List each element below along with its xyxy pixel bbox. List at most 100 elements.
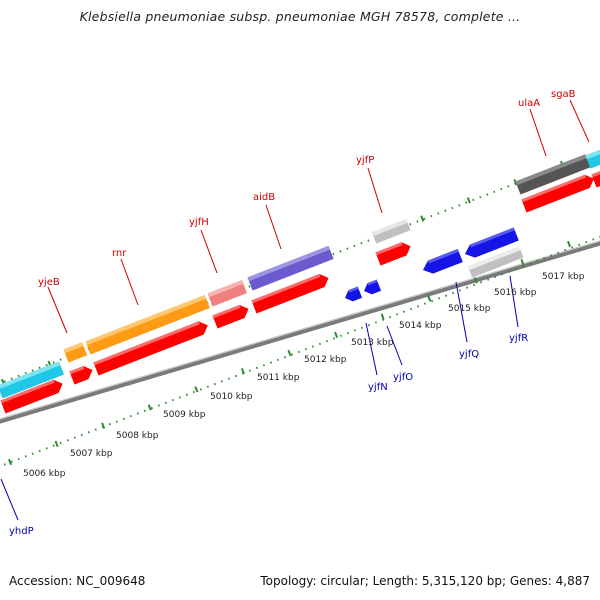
gene-label-yjfR[interactable]: yjfR bbox=[509, 333, 528, 344]
label-group-yjfH: yjfH bbox=[189, 217, 218, 274]
forward-arrow[interactable] bbox=[0, 377, 65, 414]
forward-arrow-body bbox=[93, 321, 208, 376]
forward-arrow[interactable] bbox=[69, 363, 95, 385]
kbp-label-5009: 5009 kbp bbox=[163, 410, 206, 420]
lower-major-tick bbox=[380, 313, 385, 320]
lower-major-tick bbox=[566, 240, 572, 248]
forward-arrow-body bbox=[0, 379, 63, 414]
lower-major-tick bbox=[520, 259, 525, 266]
backbone-line bbox=[0, 240, 600, 424]
reverse-arrow-yjfQ[interactable] bbox=[420, 248, 463, 277]
forward-arrow-highlight bbox=[251, 273, 321, 304]
upper-major-tick bbox=[466, 197, 471, 204]
leader-line-yjfR bbox=[509, 275, 519, 328]
cyan-gene-block-left[interactable] bbox=[0, 361, 65, 399]
kbp-label-5014: 5014 kbp bbox=[399, 321, 442, 331]
forward-arrow[interactable] bbox=[93, 319, 210, 376]
kbp-label-5013: 5013 kbp bbox=[351, 338, 394, 348]
kbp-label-5015: 5015 kbp bbox=[448, 304, 491, 314]
leader-line-ulaA bbox=[529, 108, 547, 157]
gene-label-ulaA[interactable]: ulaA bbox=[518, 98, 540, 109]
lower-major-ticks bbox=[7, 240, 572, 466]
leader-line-yjfN bbox=[365, 322, 378, 376]
orange-gene-block-small[interactable] bbox=[63, 342, 88, 363]
upper-major-tick bbox=[513, 179, 518, 186]
reverse-arrow-yjfN[interactable] bbox=[343, 286, 363, 304]
lower-major-tick bbox=[54, 440, 59, 447]
leader-line-yhdP bbox=[0, 478, 19, 521]
map-title: Klebsiella pneumoniae subsp. pneumoniae … bbox=[79, 9, 521, 24]
lower-major-tick bbox=[473, 277, 478, 284]
accession-text: Accession: NC_009648 bbox=[9, 574, 146, 588]
reverse-arrow-yjfO[interactable] bbox=[362, 279, 382, 297]
gene-label-yjfP[interactable]: yjfP bbox=[356, 155, 374, 166]
ulaA-gene-block[interactable] bbox=[515, 154, 591, 195]
label-group-ulaA: ulaA bbox=[518, 98, 547, 157]
lower-major-tick bbox=[101, 422, 106, 429]
label-group-rnr: rnr bbox=[112, 248, 139, 306]
rnr-gene-block[interactable] bbox=[85, 294, 210, 355]
aidB-gene-block[interactable] bbox=[247, 245, 334, 291]
forward-arrow-body bbox=[375, 242, 411, 266]
leader-line-rnr bbox=[120, 258, 139, 306]
lower-major-tick bbox=[287, 349, 292, 357]
gray-gene-block-lower[interactable] bbox=[467, 246, 524, 278]
forward-arrow-highlight bbox=[212, 304, 241, 319]
label-group-yhdP: yhdP bbox=[0, 478, 34, 537]
gene-label-yhdP[interactable]: yhdP bbox=[9, 526, 34, 537]
forward-arrow-highlight bbox=[93, 321, 200, 366]
forward-arrow-body bbox=[591, 169, 600, 188]
forward-arrow-body bbox=[521, 174, 594, 213]
yjfH-gene-block[interactable] bbox=[207, 280, 248, 307]
forward-arrow[interactable] bbox=[521, 172, 596, 213]
lower-major-tick bbox=[194, 386, 199, 393]
label-group-aidB: aidB bbox=[253, 192, 282, 250]
kbp-label-5016: 5016 kbp bbox=[494, 288, 537, 298]
leader-line-yjeB bbox=[47, 286, 68, 334]
label-group-sgaB: sgaB bbox=[551, 89, 590, 143]
yjfP-gray-block[interactable] bbox=[371, 218, 411, 244]
label-group-yjfO: yjfO bbox=[386, 325, 413, 383]
kbp-label-5011: 5011 kbp bbox=[257, 373, 300, 383]
lower-major-tick bbox=[334, 331, 339, 339]
upper-major-tick bbox=[420, 215, 425, 222]
gene-label-rnr[interactable]: rnr bbox=[112, 248, 127, 259]
kbp-label-5010: 5010 kbp bbox=[210, 392, 253, 402]
forward-arrow-body bbox=[212, 304, 249, 329]
lower-major-tick bbox=[427, 295, 432, 302]
forward-arrow[interactable] bbox=[591, 167, 600, 188]
label-group-yjfR: yjfR bbox=[509, 275, 528, 344]
label-group-yjeB: yjeB bbox=[38, 277, 68, 334]
gene-label-sgaB[interactable]: sgaB bbox=[551, 89, 576, 100]
forward-arrow-body bbox=[251, 273, 329, 314]
lower-major-tick bbox=[7, 458, 13, 466]
kbp-label-5012: 5012 kbp bbox=[304, 355, 347, 365]
lower-major-tick bbox=[240, 368, 245, 375]
gene-label-yjfQ[interactable]: yjfQ bbox=[459, 349, 479, 360]
reverse-arrow-yjfR[interactable] bbox=[462, 227, 519, 260]
gene-label-yjfO[interactable]: yjfO bbox=[393, 372, 413, 383]
kbp-label-5008: 5008 kbp bbox=[116, 431, 159, 441]
leader-line-sgaB bbox=[569, 99, 590, 143]
gene-label-yjeB[interactable]: yjeB bbox=[38, 277, 60, 288]
kbp-label-5007: 5007 kbp bbox=[70, 449, 113, 459]
gene-label-aidB[interactable]: aidB bbox=[253, 192, 275, 203]
label-group-yjfP: yjfP bbox=[356, 155, 383, 214]
forward-arrow-highlight bbox=[69, 366, 85, 375]
leader-line-yjfQ bbox=[455, 281, 468, 343]
kbp-label-5006: 5006 kbp bbox=[23, 469, 66, 479]
backbone-highlight bbox=[0, 240, 600, 420]
forward-arrow[interactable] bbox=[212, 302, 251, 329]
genome-summary-text: Topology: circular; Length: 5,315,120 bp… bbox=[260, 574, 590, 588]
lower-major-tick bbox=[147, 404, 152, 411]
forward-arrow-highlight bbox=[521, 174, 586, 203]
gene-label-yjfH[interactable]: yjfH bbox=[189, 217, 209, 228]
leader-line-yjfH bbox=[200, 229, 218, 274]
forward-arrow[interactable] bbox=[251, 271, 331, 314]
label-group-yjfQ: yjfQ bbox=[455, 281, 479, 360]
cyan-gene-block-right[interactable] bbox=[585, 148, 600, 169]
forward-arrow-highlight bbox=[0, 379, 55, 404]
gene-label-yjfN[interactable]: yjfN bbox=[368, 382, 388, 393]
forward-arrow[interactable] bbox=[375, 240, 413, 266]
